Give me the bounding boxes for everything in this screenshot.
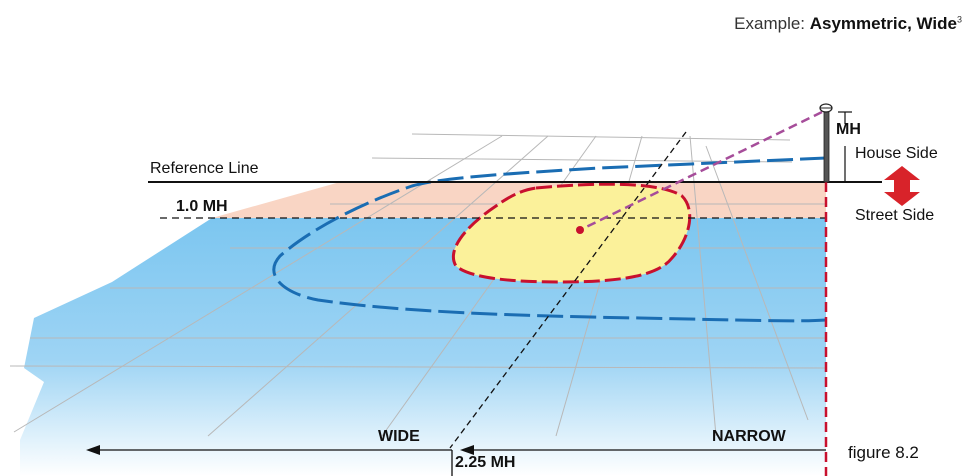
house-street-arrow-icon (884, 166, 920, 206)
outer-isofootcandle-contour (272, 156, 827, 323)
aim-point (576, 226, 584, 234)
two-25-mh-line (449, 131, 687, 449)
inner-isofootcandle-contour (451, 182, 692, 284)
figure-caption: figure 8.2 (848, 443, 919, 462)
diagram-title: Example: Asymmetric, Wide3 (734, 14, 962, 33)
narrow-arrow-head (460, 445, 474, 455)
one-mh-label: 1.0 MH (176, 198, 228, 215)
street-side-label: Street Side (855, 207, 935, 224)
two-25-mh-label: 2.25 MH (455, 454, 516, 471)
wide-narrow-arrows (96, 449, 826, 476)
wide-label: WIDE (378, 428, 420, 445)
house-side-label: House Side (855, 145, 938, 162)
reference-line-label: Reference Line (150, 160, 259, 177)
street-side-field (20, 218, 826, 476)
mh-label: MH (836, 121, 861, 138)
light-beam (579, 110, 823, 232)
wide-arrow-head (86, 445, 100, 455)
pole (819, 103, 833, 183)
narrow-label: NARROW (712, 428, 786, 445)
mh-dimension (838, 111, 852, 182)
